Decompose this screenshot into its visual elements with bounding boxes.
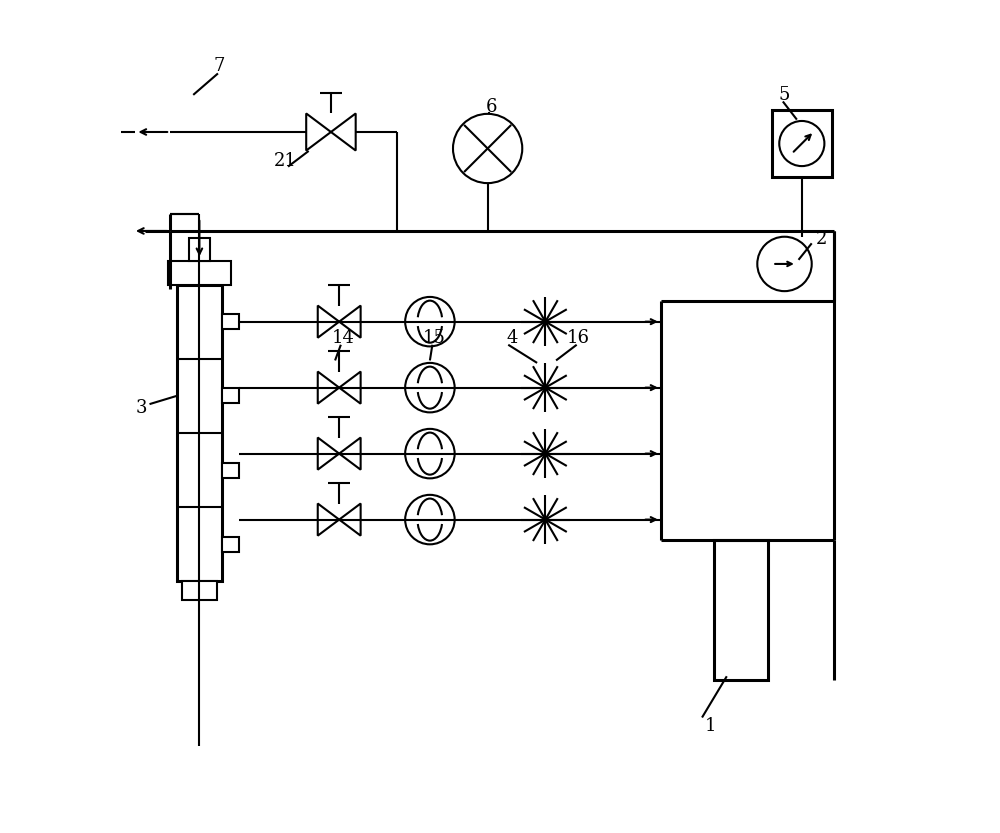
Bar	[222, 462, 239, 477]
Bar	[714, 540, 768, 681]
Bar	[222, 314, 239, 329]
Polygon shape	[339, 503, 361, 536]
Polygon shape	[318, 372, 339, 404]
Bar	[222, 388, 239, 403]
Bar	[189, 238, 210, 262]
Text: 15: 15	[423, 329, 445, 347]
Circle shape	[779, 121, 824, 166]
Polygon shape	[339, 306, 361, 337]
Text: 4: 4	[507, 329, 518, 347]
Circle shape	[757, 237, 812, 292]
Polygon shape	[331, 113, 356, 151]
Text: 7: 7	[214, 57, 225, 75]
Text: 5: 5	[779, 86, 790, 104]
Circle shape	[405, 429, 455, 478]
Bar	[177, 285, 222, 581]
Text: 16: 16	[567, 329, 590, 347]
Text: 1: 1	[705, 716, 716, 735]
Polygon shape	[318, 306, 339, 337]
Circle shape	[405, 297, 455, 347]
Bar	[222, 537, 239, 551]
Polygon shape	[306, 113, 331, 151]
Text: 6: 6	[486, 98, 498, 117]
Polygon shape	[318, 437, 339, 470]
Polygon shape	[339, 372, 361, 404]
Text: 21: 21	[274, 152, 297, 170]
Bar	[772, 110, 832, 177]
Bar	[168, 262, 231, 285]
Text: 3: 3	[136, 399, 147, 417]
Polygon shape	[318, 503, 339, 536]
Circle shape	[405, 495, 455, 544]
Circle shape	[405, 363, 455, 412]
Polygon shape	[339, 437, 361, 470]
Text: 14: 14	[332, 329, 355, 347]
Bar	[182, 581, 217, 600]
Circle shape	[453, 114, 522, 183]
Text: 2: 2	[816, 230, 827, 248]
